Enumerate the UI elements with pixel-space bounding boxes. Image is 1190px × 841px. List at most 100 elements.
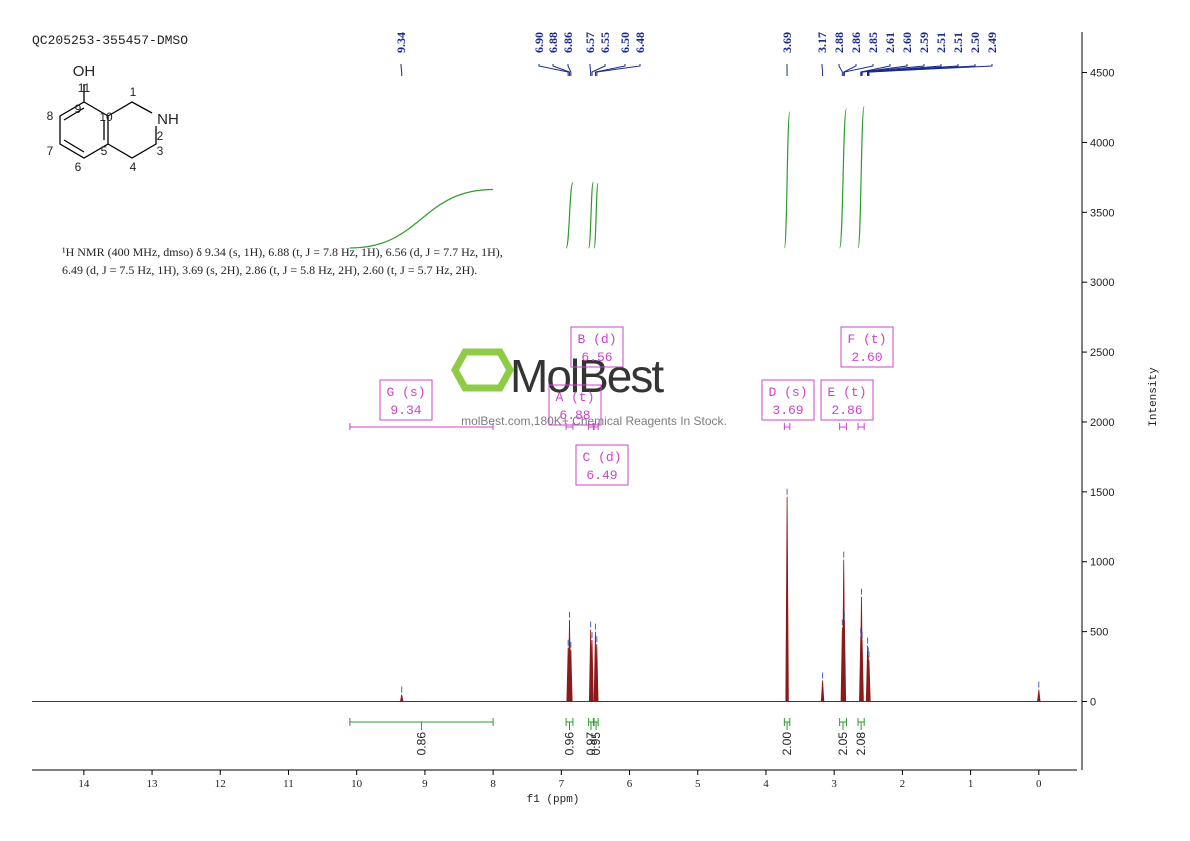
multiplet-bracket xyxy=(349,423,494,430)
integral-label: 0.96 xyxy=(563,732,577,756)
locant: 5 xyxy=(101,144,108,158)
peak-label: 2.49 xyxy=(985,32,999,53)
peak-label: 2.50 xyxy=(968,32,982,53)
x-tick-label: 3 xyxy=(831,778,837,790)
locant: 2 xyxy=(157,129,164,143)
multiplet-box xyxy=(575,444,629,486)
y-tick-label: 3000 xyxy=(1090,277,1114,289)
x-tick-label: 5 xyxy=(695,778,701,790)
peak-leader xyxy=(868,64,993,76)
chart-title: QC205253-355457-DMSO xyxy=(32,33,188,48)
peak-label: 9.34 xyxy=(394,32,408,53)
multiplet-label: C (d) xyxy=(582,450,621,465)
peak-label: 6.86 xyxy=(561,32,575,53)
locant: 1 xyxy=(130,85,137,99)
peak-leader xyxy=(821,64,824,76)
integral-label: 2.00 xyxy=(780,732,794,756)
peak xyxy=(590,640,594,702)
watermark-tagline: molBest.com,180K+ Chemical Reagents In S… xyxy=(461,414,727,428)
x-tick-label: 10 xyxy=(351,778,363,790)
peak-leader xyxy=(589,64,592,76)
multiplet-bracket xyxy=(857,423,865,430)
locant: 4 xyxy=(130,160,137,174)
multiplet-bracket xyxy=(565,423,574,430)
multiplet-bracket xyxy=(588,423,594,430)
peak-leader xyxy=(400,64,403,76)
peak-label: 3.69 xyxy=(780,32,794,53)
x-tick-label: 14 xyxy=(78,778,90,790)
peak-label: 6.48 xyxy=(633,32,647,53)
peak-label: 2.85 xyxy=(866,32,880,53)
peak-label: 6.57 xyxy=(583,32,597,53)
multiplet-label: D (s) xyxy=(768,385,807,400)
integral-curve xyxy=(783,111,791,249)
peak-label: 6.55 xyxy=(598,32,612,53)
y-tick-label: 4000 xyxy=(1090,137,1114,149)
multiplet-shift: 3.69 xyxy=(772,403,803,418)
x-tick-label: 4 xyxy=(763,778,769,790)
integral-curve xyxy=(593,182,599,249)
locant: 10 xyxy=(99,110,113,124)
peak-label: 2.88 xyxy=(832,32,846,53)
multiplet-shift: 6.49 xyxy=(586,468,617,483)
x-tick-label: 8 xyxy=(490,778,496,790)
y-axis-label: Intensity xyxy=(1148,367,1160,427)
peak-leader xyxy=(552,64,571,76)
locant: 8 xyxy=(47,109,54,123)
integral-label: 0.97 xyxy=(584,732,598,756)
multiplet-box xyxy=(840,326,894,368)
peak-label: 6.88 xyxy=(546,32,560,53)
integral-curve xyxy=(588,181,594,249)
peak xyxy=(1037,689,1041,702)
y-tick-label: 2000 xyxy=(1090,417,1114,429)
multiplet-label: A (t) xyxy=(555,390,594,405)
y-tick-label: 1000 xyxy=(1090,557,1114,569)
structure-labels: OH NH 1 2 3 4 5 6 7 8 9 10 11 xyxy=(47,63,179,174)
peak-leader xyxy=(596,64,641,76)
locant: 9 xyxy=(75,102,82,116)
peak xyxy=(595,644,599,702)
peak-label: 2.59 xyxy=(917,32,931,53)
multiplet-shift: 2.86 xyxy=(831,403,862,418)
peak-label: 3.17 xyxy=(815,32,829,53)
multiplet-shift: 2.60 xyxy=(851,350,882,365)
multiplet-label: B (d) xyxy=(577,332,616,347)
y-tick-label: 3500 xyxy=(1090,207,1114,219)
peak xyxy=(867,659,871,702)
integral-curve xyxy=(565,182,574,249)
x-tick-label: 0 xyxy=(1036,778,1042,790)
multiplet-box xyxy=(820,379,874,421)
multiplet-label: G (s) xyxy=(386,385,425,400)
structure xyxy=(59,84,157,159)
peak-leader xyxy=(860,64,891,76)
description-line: 6.49 (d, J = 7.5 Hz, 1H), 3.69 (s, 2H), … xyxy=(62,263,477,277)
peak-label: 2.51 xyxy=(951,32,965,53)
peak-leader xyxy=(843,64,857,76)
locant: 7 xyxy=(47,144,54,158)
x-tick-label: 2 xyxy=(900,778,906,790)
multiplet-label: F (t) xyxy=(847,332,886,347)
structure-bonds xyxy=(59,84,157,159)
x-tick-label: 12 xyxy=(215,778,226,790)
y-tick-label: 500 xyxy=(1090,627,1108,639)
y-tick-label: 0 xyxy=(1090,697,1096,709)
multiplet-box xyxy=(548,384,602,426)
peak-leader xyxy=(861,64,925,76)
peak-leader xyxy=(538,64,569,76)
x-tick-label: 7 xyxy=(559,778,565,790)
peak-leader xyxy=(838,64,843,76)
peak-label: 6.50 xyxy=(618,32,632,53)
multiplet-box xyxy=(379,379,433,421)
integral-label: 0.95 xyxy=(589,732,603,756)
multiplet-label: E (t) xyxy=(827,385,866,400)
multiplet-bracket xyxy=(593,423,599,430)
watermark-icon xyxy=(450,348,515,392)
group: OH xyxy=(73,63,96,80)
x-tick-label: 9 xyxy=(422,778,428,790)
x-tick-label: 6 xyxy=(627,778,633,790)
integral-label: 2.08 xyxy=(854,732,868,756)
peak xyxy=(569,649,573,702)
peak-label: 2.61 xyxy=(883,32,897,53)
peak-leader xyxy=(567,64,572,76)
